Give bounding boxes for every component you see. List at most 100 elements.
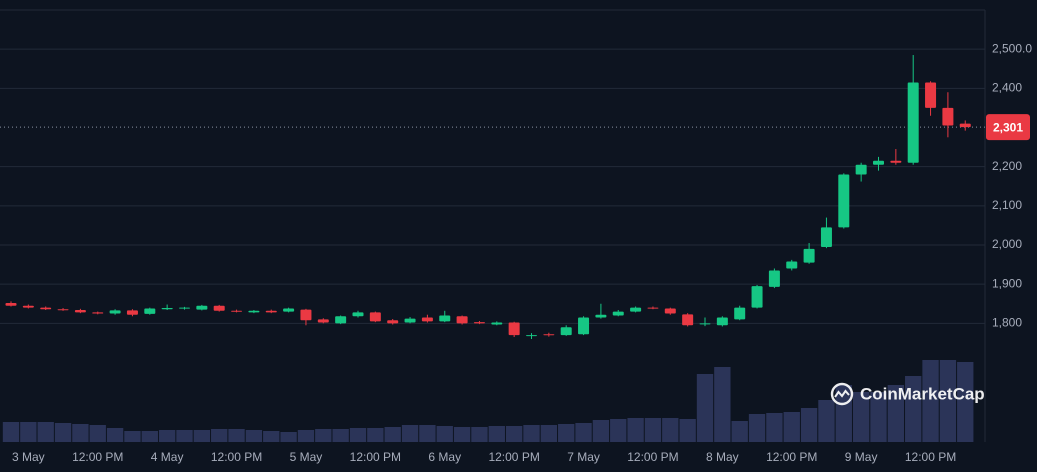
volume-bar	[505, 426, 523, 442]
candle-body	[213, 305, 225, 311]
volume-bar	[37, 422, 54, 442]
volume-bar	[245, 430, 263, 442]
candle-body	[595, 314, 607, 318]
candle-body	[439, 315, 451, 322]
volume-bar	[627, 418, 644, 442]
volume-bar	[610, 419, 627, 442]
volume-bar	[835, 385, 852, 442]
candle-body	[196, 305, 208, 310]
volume-bar	[592, 420, 610, 442]
volume-bar	[72, 424, 89, 442]
candle-body	[300, 309, 312, 321]
candle-body	[161, 308, 173, 310]
candle-body	[682, 314, 694, 326]
candle-body	[491, 322, 503, 325]
candle-body	[838, 174, 850, 228]
volume-bar	[644, 418, 662, 442]
current-price-badge	[986, 114, 1030, 141]
candle-body	[5, 302, 17, 306]
volume-bar	[401, 425, 419, 442]
volume-bar	[662, 418, 679, 442]
candle-body	[57, 309, 69, 311]
candle-body	[369, 312, 381, 322]
y-tick-label: 2,400	[992, 81, 1022, 95]
current-price-label: 2,301	[993, 120, 1023, 134]
volume-bar	[436, 426, 453, 442]
volume-bar	[453, 427, 471, 442]
candle-body	[22, 305, 34, 308]
volume-bar	[158, 430, 176, 442]
x-tick-label: 3 May	[12, 450, 45, 464]
x-tick-label: 6 May	[428, 450, 461, 464]
x-tick-label: 7 May	[567, 450, 600, 464]
candle-body	[74, 310, 86, 313]
candle-body	[421, 317, 433, 322]
candle-body	[387, 320, 399, 324]
volume-bar	[228, 429, 245, 442]
volume-bar	[887, 385, 905, 442]
volume-bar	[922, 360, 939, 442]
x-tick-label: 9 May	[845, 450, 878, 464]
x-tick-label: 12:00 PM	[627, 450, 678, 464]
candle-body	[526, 335, 537, 337]
x-tick-label: 12:00 PM	[72, 450, 123, 464]
candle-body	[404, 318, 416, 323]
watermark: CoinMarketCap	[830, 382, 985, 406]
y-tick-label: 2,000	[992, 237, 1022, 251]
candle-body	[317, 319, 329, 323]
volume-bar	[540, 425, 558, 442]
volume-bar	[523, 425, 540, 442]
volume-bar	[106, 428, 124, 442]
candle-body	[126, 310, 138, 315]
candle-body	[248, 310, 260, 313]
volume-bar	[124, 431, 141, 442]
volume-bar	[905, 376, 922, 442]
volume-bar	[54, 423, 72, 442]
candle-body	[942, 107, 954, 126]
volume-bar	[766, 413, 783, 442]
x-tick-label: 5 May	[290, 450, 323, 464]
volume-bar	[349, 428, 367, 442]
candle-body	[873, 160, 884, 165]
volume-bar	[731, 421, 748, 442]
candle-body	[925, 82, 937, 108]
volume-bar	[384, 427, 401, 442]
candle-body	[786, 261, 798, 269]
candle-body	[40, 307, 52, 310]
candle-body	[768, 270, 780, 287]
volume-bar	[575, 423, 592, 442]
watermark-icon-line	[834, 389, 850, 398]
candle-body	[335, 316, 347, 324]
candle-body	[612, 311, 624, 316]
candle-body	[716, 317, 728, 326]
volume-bar	[419, 425, 436, 442]
candle-body	[473, 322, 485, 324]
volume-bar	[141, 431, 158, 442]
volume-bar	[263, 431, 280, 442]
volume-bar	[800, 408, 818, 442]
y-tick-label: 1,900	[992, 276, 1022, 290]
candle-body	[265, 310, 277, 313]
volume-bar	[89, 425, 106, 442]
volume-bar	[852, 392, 870, 442]
volume-bar	[558, 424, 575, 442]
volume-bar	[332, 429, 349, 442]
candle-body	[543, 334, 555, 336]
candle-body	[560, 327, 572, 336]
candle-body	[647, 307, 659, 309]
volume-bar	[2, 422, 20, 442]
volume-bar	[211, 429, 228, 442]
candle-body	[578, 317, 590, 335]
candle-body	[508, 322, 520, 336]
candle-body	[456, 316, 468, 324]
volume-bar	[280, 432, 297, 442]
y-tick-label: 2,100	[992, 198, 1022, 212]
candle-body	[820, 227, 832, 247]
candle-body	[734, 307, 746, 320]
volume-bar	[297, 430, 315, 442]
candle-body	[855, 164, 867, 175]
candle-body	[179, 307, 190, 309]
volume-bar	[367, 428, 384, 442]
